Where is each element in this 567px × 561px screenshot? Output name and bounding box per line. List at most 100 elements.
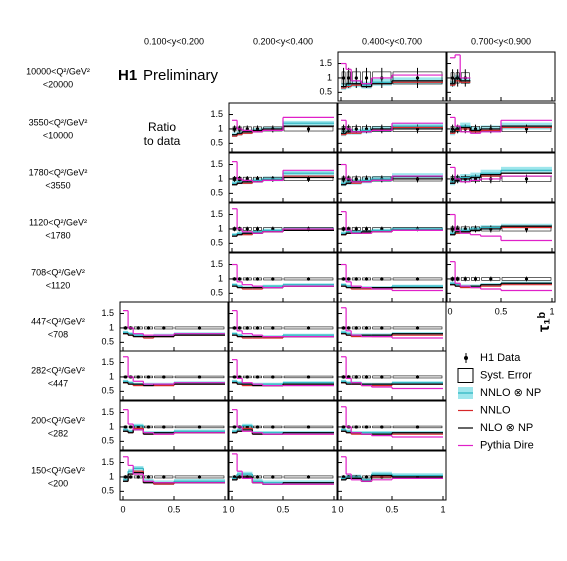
data-point <box>245 425 249 429</box>
legend-label: H1 Data <box>480 352 521 364</box>
row-label: 3550<Q²/GeV² <box>29 117 88 127</box>
data-point <box>415 375 420 379</box>
data-point <box>255 475 260 479</box>
data-point <box>238 375 242 379</box>
data-point <box>306 425 311 429</box>
data-point <box>450 277 455 281</box>
y-tick-label: 0.5 <box>101 486 114 496</box>
data-point <box>197 475 202 479</box>
data-point <box>271 425 275 429</box>
data-point <box>232 177 237 181</box>
panel-frame <box>337 350 447 401</box>
data-point <box>341 425 346 429</box>
data-point <box>123 425 128 429</box>
data-point <box>146 375 151 379</box>
y-tick-label: 0.5 <box>101 436 114 446</box>
data-point <box>347 76 351 80</box>
data-point <box>364 326 369 330</box>
data-point <box>524 227 529 231</box>
data-point <box>255 326 260 330</box>
row-label: <1120 <box>46 280 71 290</box>
data-point <box>380 326 384 330</box>
row-label: <3550 <box>45 180 70 190</box>
row-label: <1780 <box>45 230 70 240</box>
title-h1: H1 <box>118 67 137 84</box>
y-tick-label: 1 <box>218 123 223 133</box>
x-tick-label: 0.5 <box>168 504 181 514</box>
data-point <box>245 277 249 281</box>
y-tick-label: 1 <box>109 371 114 381</box>
data-point <box>255 375 260 379</box>
data-point <box>341 177 346 181</box>
data-point <box>347 227 351 231</box>
x-tick-label: 0.5 <box>495 306 508 316</box>
data-point <box>354 227 358 231</box>
data-point <box>255 227 260 231</box>
data-point <box>341 227 346 231</box>
data-point <box>354 326 358 330</box>
data-point <box>136 475 140 479</box>
data-point <box>463 227 467 231</box>
data-point <box>306 277 311 281</box>
data-point <box>380 277 384 281</box>
data-point <box>245 227 249 231</box>
row-label: <10000 <box>43 130 73 140</box>
x-tick-label: 0 <box>338 504 343 514</box>
data-point <box>450 227 455 231</box>
y-tick-label: 1 <box>218 173 223 183</box>
data-point <box>347 277 351 281</box>
data-point <box>136 326 140 330</box>
data-point <box>364 227 369 231</box>
data-point <box>489 277 493 281</box>
x-tick-label: 0 <box>447 306 452 316</box>
data-point <box>129 425 133 429</box>
x-tick-label: 1 <box>549 306 554 316</box>
panel-frame <box>228 350 338 401</box>
column-label: 0.700<y<0.900 <box>471 36 531 46</box>
data-point <box>123 326 128 330</box>
row-label: <200 <box>48 478 68 488</box>
y-tick-label: 0.5 <box>101 337 114 347</box>
legend-label: NNLO ⊗ NP <box>480 387 541 399</box>
y-tick-label: 1.5 <box>101 308 114 318</box>
legend-syst-symbol <box>457 368 474 383</box>
data-point <box>306 475 311 479</box>
row-label: 1120<Q²/GeV² <box>29 217 87 227</box>
panel-frame <box>337 252 447 303</box>
data-point <box>364 177 369 181</box>
row-label: <20000 <box>43 79 73 89</box>
x-tick-label: 0.5 <box>277 504 290 514</box>
legend-label: Syst. Error <box>480 369 532 381</box>
data-point <box>238 326 242 330</box>
data-point <box>354 425 358 429</box>
data-point <box>347 326 351 330</box>
legend-label: NNLO <box>480 404 511 416</box>
row-label: <447 <box>48 378 68 388</box>
data-point <box>255 277 260 281</box>
panel-frame <box>446 51 556 102</box>
data-point <box>245 375 249 379</box>
data-point <box>364 127 369 131</box>
y-tick-label: 1 <box>109 421 114 431</box>
data-point <box>380 425 384 429</box>
legend-label: NLO ⊗ NP <box>480 422 533 434</box>
data-point <box>380 375 384 379</box>
y-tick-label: 1 <box>109 471 114 481</box>
data-point <box>354 375 358 379</box>
data-point <box>255 177 260 181</box>
data-point <box>197 375 202 379</box>
panel-frame <box>337 301 447 352</box>
data-point <box>232 475 237 479</box>
data-point <box>341 326 346 330</box>
y-tick-label: 0.5 <box>101 386 114 396</box>
data-point <box>232 227 237 231</box>
panel-frame <box>228 301 338 352</box>
data-point <box>162 326 166 330</box>
row-label: 150<Q²/GeV² <box>31 465 85 475</box>
row-label: 1780<Q²/GeV² <box>29 167 88 177</box>
data-point <box>341 127 346 131</box>
data-point <box>473 127 478 131</box>
x-tick-label: 1 <box>440 504 445 514</box>
data-point <box>146 326 151 330</box>
data-point <box>306 375 311 379</box>
